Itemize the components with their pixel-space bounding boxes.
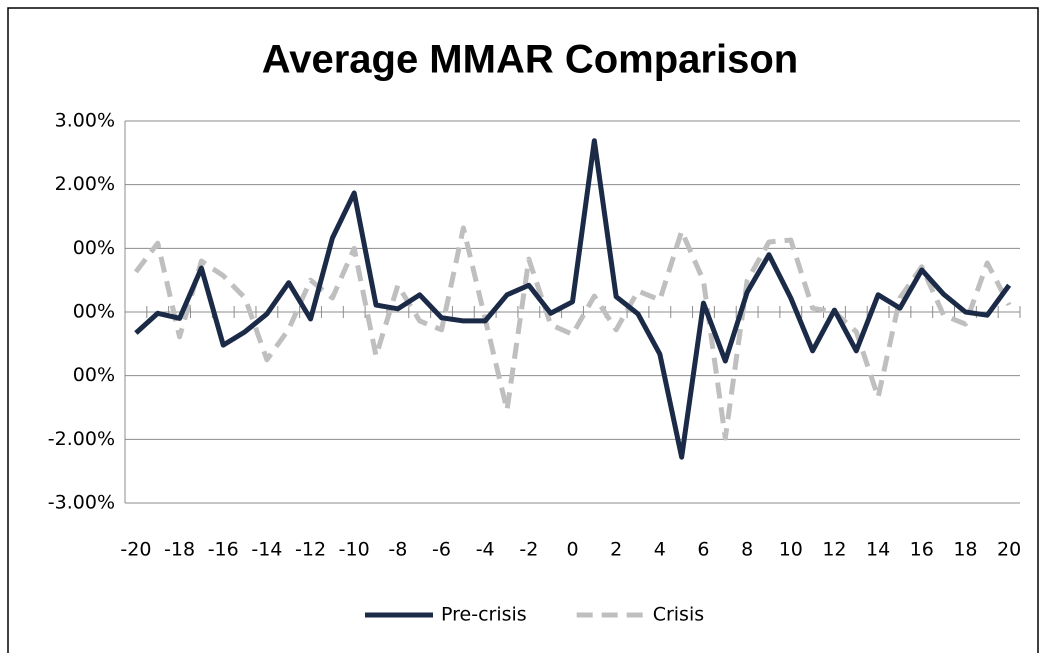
x-tick-label: -12 [295,539,326,561]
x-tick-label: -4 [476,539,495,561]
x-tick-label: 6 [697,539,709,561]
x-tick-label: 18 [953,539,977,561]
series-line [134,138,1012,460]
y-tick-label: -3.00% [48,492,115,514]
y-tick-label: 00% [73,237,115,259]
series-line [133,225,1012,441]
y-tick-label: 00% [73,364,115,386]
x-tick-label: 2 [610,539,622,561]
x-tick-label: 16 [910,539,934,561]
x-tick-label: -8 [388,539,407,561]
x-tick-label: -16 [208,539,239,561]
x-tick-label: -2 [519,539,538,561]
x-tick-label: 10 [779,539,803,561]
x-tick-label: -20 [120,539,151,561]
x-tick-label: 20 [997,539,1021,561]
x-tick-label: 14 [866,539,890,561]
legend-label: Crisis [653,604,704,626]
x-tick-label: -14 [251,539,282,561]
legend-label: Pre-crisis [441,604,527,626]
x-tick-label: -6 [432,539,451,561]
x-tick-label: 0 [566,539,578,561]
chart-title: Average MMAR Comparison [262,38,798,82]
x-tick-label: -10 [339,539,370,561]
y-tick-label: 00% [73,301,115,323]
y-tick-label: 2.00% [55,173,115,195]
y-tick-label: 3.00% [55,110,115,132]
x-tick-label: -18 [164,539,195,561]
y-tick-label: -2.00% [48,428,115,450]
x-tick-label: 12 [822,539,846,561]
x-tick-label: 8 [741,539,753,561]
x-tick-label: 4 [654,539,666,561]
